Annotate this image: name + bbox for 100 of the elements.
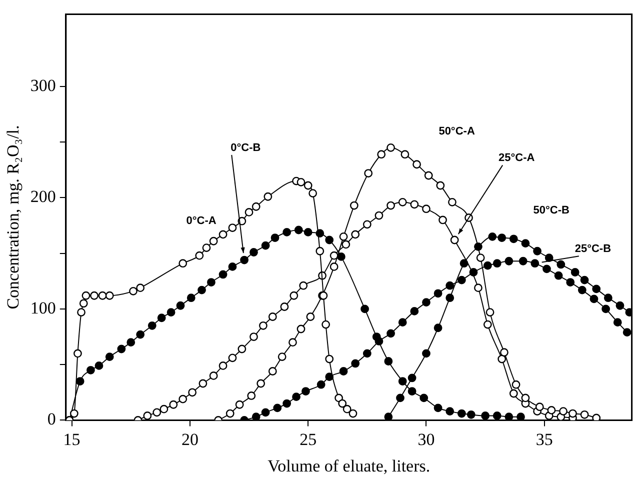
point (500, 348, 508, 357)
point (422, 204, 430, 214)
point (94, 361, 104, 370)
point (178, 394, 188, 404)
point (288, 338, 297, 347)
point (273, 404, 282, 412)
point (322, 320, 330, 329)
point (422, 298, 430, 306)
point (330, 251, 338, 260)
point (302, 387, 310, 396)
point (258, 321, 268, 330)
text: 0°C-B (230, 142, 261, 154)
point (316, 246, 324, 256)
point (79, 299, 88, 308)
point (250, 332, 258, 341)
point (198, 286, 206, 294)
point (592, 414, 601, 420)
point (570, 268, 580, 276)
point (434, 289, 442, 298)
point (384, 357, 393, 366)
point (533, 246, 542, 256)
point (342, 240, 350, 249)
point (351, 359, 360, 368)
point (336, 252, 346, 261)
point (325, 354, 334, 364)
point (566, 278, 575, 286)
point (410, 306, 419, 316)
point (568, 409, 577, 418)
point (386, 143, 395, 152)
point (292, 392, 300, 402)
point (446, 294, 454, 302)
point (446, 281, 454, 290)
point (350, 201, 358, 210)
point (547, 406, 556, 414)
point (304, 181, 312, 190)
point (240, 256, 248, 264)
point (556, 260, 566, 269)
point (339, 232, 348, 241)
point (218, 230, 228, 239)
point (290, 291, 298, 300)
point (498, 234, 506, 242)
point (374, 211, 384, 220)
point (509, 234, 518, 244)
point (126, 338, 136, 347)
point (492, 412, 502, 420)
point (616, 301, 624, 310)
point (360, 304, 369, 314)
point (362, 349, 372, 358)
point (70, 409, 78, 418)
point (256, 379, 266, 388)
point (306, 312, 315, 321)
point (264, 192, 272, 201)
point (516, 412, 525, 420)
point (348, 409, 358, 418)
point (438, 216, 447, 224)
point (339, 367, 348, 376)
x-tick-label: 35 (536, 430, 553, 449)
y-tick-label: 200 (30, 187, 56, 206)
point (398, 198, 407, 206)
point (226, 409, 234, 418)
point (474, 284, 482, 292)
point (250, 248, 258, 256)
series-label: 0°C-A (186, 215, 216, 228)
point (178, 259, 188, 268)
point (270, 234, 280, 242)
point (330, 262, 338, 271)
point (580, 276, 589, 284)
point (209, 372, 218, 380)
y-tick-label: 100 (30, 298, 56, 318)
point (434, 324, 442, 332)
point (483, 320, 492, 329)
point (544, 254, 554, 262)
point (268, 312, 277, 321)
point (434, 404, 442, 412)
point (105, 291, 114, 300)
point (325, 372, 334, 382)
point (82, 291, 90, 300)
point (228, 262, 237, 271)
point (218, 270, 228, 279)
text: 50°C-B (533, 204, 570, 217)
point (450, 236, 459, 244)
point (448, 198, 456, 206)
point (521, 239, 530, 248)
x-tick-label: 25 (300, 430, 317, 449)
point (160, 404, 168, 414)
point (622, 328, 632, 337)
point (362, 220, 372, 229)
point (76, 377, 84, 386)
point (604, 294, 612, 302)
point (483, 261, 492, 270)
point (169, 400, 178, 409)
point (136, 284, 145, 292)
point (299, 281, 308, 290)
point (446, 407, 454, 416)
point (460, 259, 468, 268)
point (498, 354, 506, 364)
point (86, 366, 95, 374)
point (152, 408, 162, 417)
point (148, 321, 156, 330)
point (542, 264, 551, 274)
